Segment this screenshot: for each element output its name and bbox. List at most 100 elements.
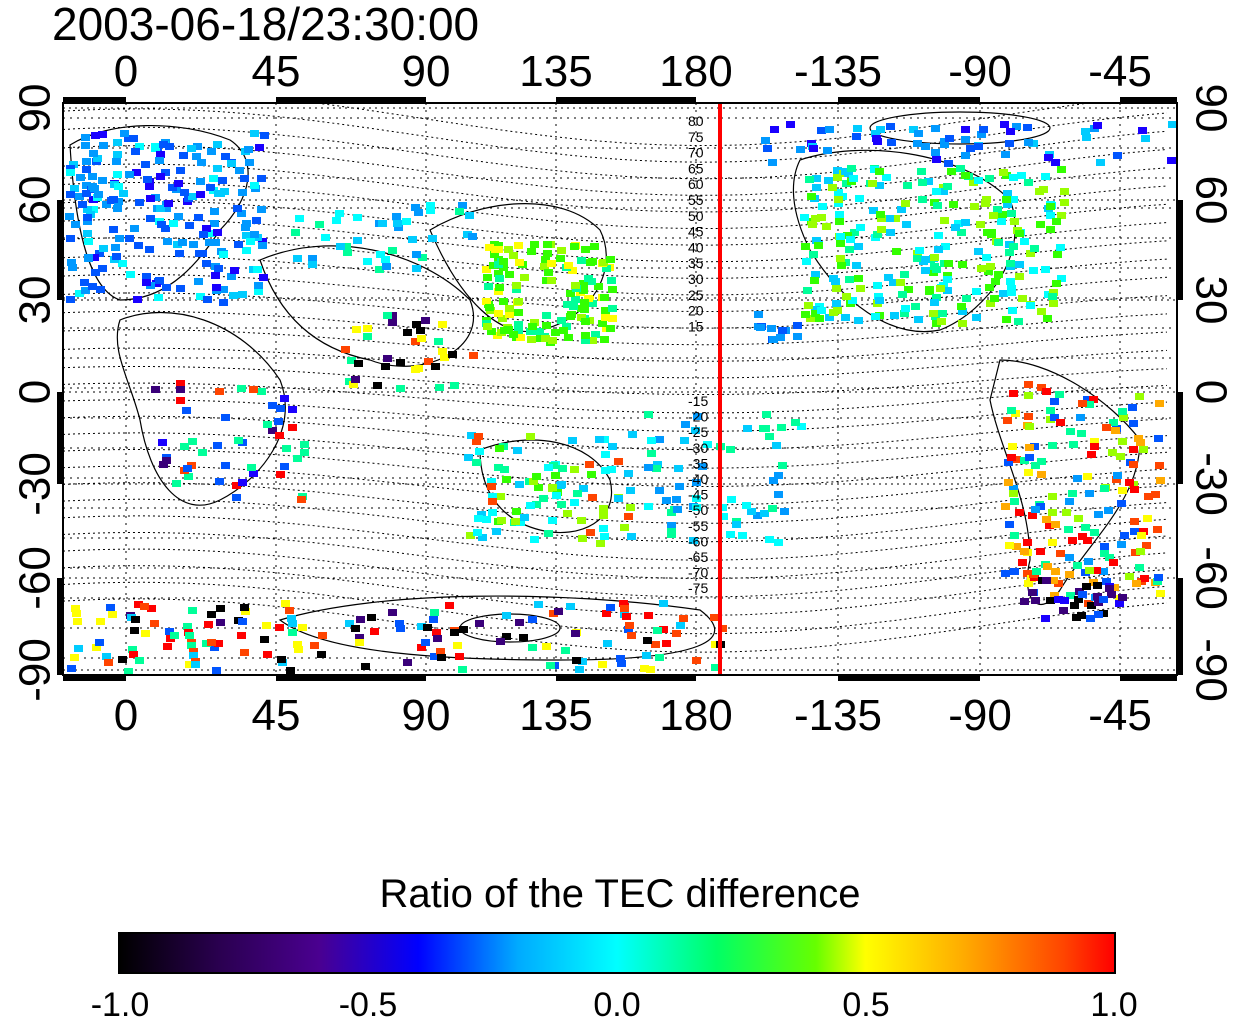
tec-cell xyxy=(800,214,809,221)
tec-cell xyxy=(1057,275,1066,282)
tec-cell xyxy=(811,215,820,222)
tec-cell xyxy=(979,126,988,133)
tec-cell xyxy=(536,335,545,342)
tec-cell xyxy=(809,145,818,152)
tec-cell xyxy=(417,335,426,342)
tec-cell xyxy=(672,496,681,503)
tec-cell xyxy=(601,307,610,314)
tec-cell xyxy=(1083,473,1092,480)
tec-cell xyxy=(999,290,1008,297)
tec-cell xyxy=(185,632,194,639)
contour-label: -65 xyxy=(688,549,708,565)
contour-label: -40 xyxy=(688,471,708,487)
tec-cell xyxy=(288,620,297,627)
tec-cell xyxy=(530,241,539,248)
tec-cell xyxy=(1015,273,1024,280)
tec-cell xyxy=(1055,391,1064,398)
tec-cell xyxy=(854,317,863,324)
tec-cell xyxy=(943,183,952,190)
tec-cell xyxy=(1056,244,1065,251)
tec-cell xyxy=(1112,476,1121,483)
tec-cell xyxy=(1050,592,1059,599)
tec-cell xyxy=(151,194,160,201)
tec-cell xyxy=(852,133,861,140)
tec-cell xyxy=(124,135,133,142)
tec-cell xyxy=(1130,486,1139,493)
tec-cell xyxy=(82,166,91,173)
tec-cell xyxy=(1102,424,1111,431)
contour-label: 35 xyxy=(688,255,704,271)
tec-cell xyxy=(145,183,154,190)
tec-cell xyxy=(69,161,78,168)
tec-cell xyxy=(98,265,107,272)
tec-cell xyxy=(659,600,668,607)
tec-cell xyxy=(414,209,423,216)
lon-tick-label-top: 0 xyxy=(114,47,138,96)
tec-cell xyxy=(1151,491,1160,498)
tec-cell xyxy=(551,329,560,336)
tec-cell xyxy=(298,624,307,631)
tec-cell xyxy=(495,445,504,452)
tec-cell xyxy=(1025,423,1034,430)
tec-cell xyxy=(482,298,491,305)
tec-cell xyxy=(1100,485,1109,492)
tec-cell xyxy=(602,610,611,617)
tec-cell xyxy=(966,145,975,152)
tec-cell xyxy=(727,496,736,503)
tec-cell xyxy=(125,235,134,242)
tec-cell xyxy=(834,200,843,207)
tec-cell xyxy=(918,179,927,186)
tec-cell xyxy=(802,258,811,265)
tec-cell xyxy=(247,464,256,471)
tec-cell xyxy=(913,255,922,262)
tec-cell xyxy=(516,334,525,341)
tec-cell xyxy=(653,627,662,634)
tec-cell xyxy=(811,271,820,278)
tec-cell xyxy=(1002,196,1011,203)
tec-cell xyxy=(108,611,117,618)
tec-cell xyxy=(1008,307,1017,314)
frame-bar-left xyxy=(57,200,63,300)
tec-cell xyxy=(993,206,1002,213)
tec-cell xyxy=(78,201,87,208)
tec-cell xyxy=(502,633,511,640)
tec-cell xyxy=(1111,427,1120,434)
tec-cell xyxy=(496,638,505,645)
tec-cell xyxy=(778,462,787,469)
tec-cell xyxy=(774,491,783,498)
tec-cell xyxy=(238,479,247,486)
tec-cell xyxy=(793,333,802,340)
tec-cell xyxy=(212,284,221,291)
contour-label: -75 xyxy=(688,580,708,596)
tec-cell xyxy=(514,298,523,305)
tec-cell xyxy=(570,466,579,473)
tec-cell xyxy=(458,666,467,673)
tec-cell xyxy=(162,284,171,291)
tec-cell xyxy=(214,190,223,197)
tec-cell xyxy=(1093,122,1102,129)
tec-cell xyxy=(176,285,185,292)
tec-cell xyxy=(655,436,664,443)
tec-cell xyxy=(176,386,185,393)
tec-cell xyxy=(215,388,224,395)
tec-cell xyxy=(585,461,594,468)
tec-cell xyxy=(933,202,942,209)
tec-cell xyxy=(607,466,616,473)
tec-cell xyxy=(1131,549,1140,556)
tec-cell xyxy=(156,151,165,158)
tec-cell xyxy=(1020,598,1029,605)
tec-cell xyxy=(546,662,555,669)
tec-cell xyxy=(332,217,341,224)
tec-cell xyxy=(88,283,97,290)
tec-cell xyxy=(804,302,813,309)
tec-cell xyxy=(620,605,629,612)
tec-cell xyxy=(257,388,266,395)
colorbar-tick-label: 0.0 xyxy=(593,986,641,1024)
tec-cell xyxy=(567,311,576,318)
tec-cell xyxy=(1078,533,1087,540)
tec-cell xyxy=(1041,173,1050,180)
tec-cell xyxy=(871,313,880,320)
tec-cell xyxy=(293,641,302,648)
tec-cell xyxy=(246,238,255,245)
tec-cell xyxy=(850,229,859,236)
